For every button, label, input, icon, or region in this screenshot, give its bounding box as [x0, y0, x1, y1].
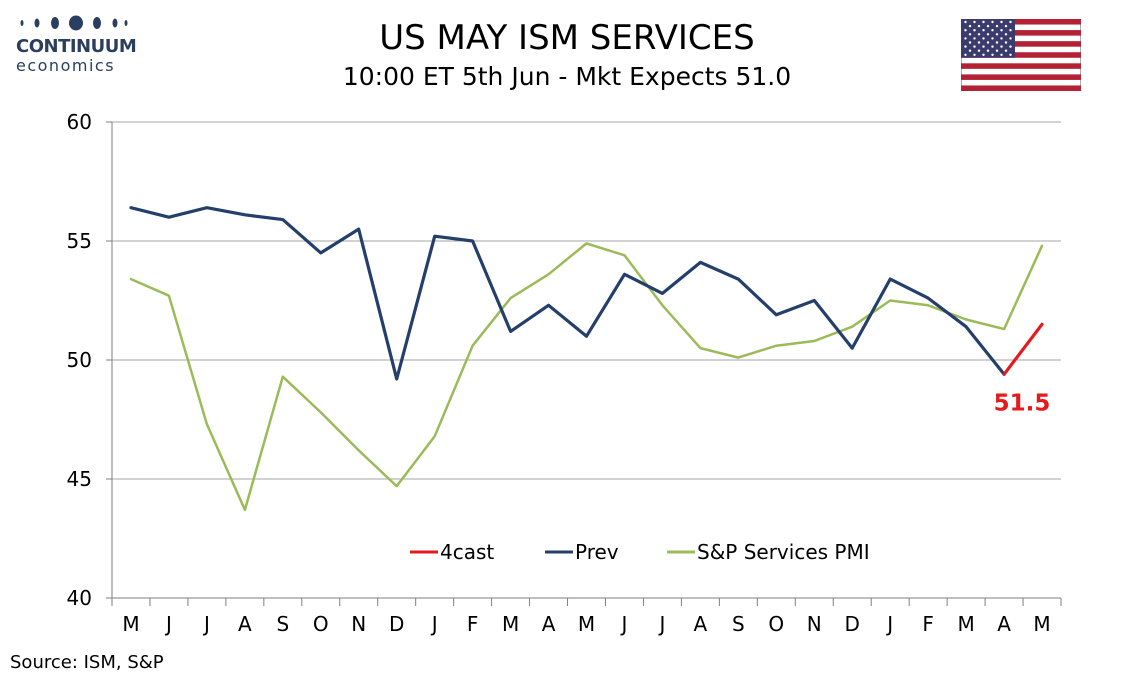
x-tick-label: J: [620, 612, 628, 636]
x-tick-label: S: [276, 612, 289, 636]
legend-label-forecast: 4cast: [440, 540, 494, 564]
x-tick-label: D: [389, 612, 404, 636]
x-tick-label: O: [768, 612, 784, 636]
data-label-forecast: 51.5: [994, 390, 1051, 416]
x-tick-label: J: [657, 612, 665, 636]
logo-tagline: economics: [16, 56, 116, 75]
logo-dots-icon: [20, 15, 128, 31]
source-note: Source: ISM, S&P: [10, 652, 164, 673]
x-tick-label: A: [542, 612, 556, 636]
chart-subtitle: 10:00 ET 5th Jun - Mkt Expects 51.0: [342, 62, 792, 91]
x-tick-label: A: [694, 612, 708, 636]
x-tick-label: O: [313, 612, 329, 636]
series-line-pmi: [129, 242, 1044, 512]
x-tick-label: F: [467, 612, 479, 636]
logo-wordmark: CONTINUUM: [16, 36, 137, 57]
x-tick-label: S: [732, 612, 745, 636]
legend-label-prev: Prev: [575, 540, 619, 564]
x-tick-label: A: [238, 612, 252, 636]
x-tick-label: N: [351, 612, 366, 636]
x-tick-label: J: [164, 612, 172, 636]
x-tick-label: M: [1033, 612, 1050, 636]
us-flag-icon: [961, 19, 1081, 91]
x-tick-label: J: [202, 612, 210, 636]
x-tick-label: M: [578, 612, 595, 636]
x-tick-label: M: [502, 612, 519, 636]
y-tick-label: 60: [67, 110, 92, 134]
legend-label-pmi: S&P Services PMI: [697, 540, 870, 564]
series-line-prev: [129, 206, 1006, 381]
x-tick-label: M: [122, 612, 139, 636]
x-tick-label: N: [807, 612, 822, 636]
chart-title: US MAY ISM SERVICES: [379, 18, 755, 58]
y-tick-label: 40: [67, 586, 92, 610]
x-tick-label: A: [997, 612, 1011, 636]
x-tick-label: F: [922, 612, 934, 636]
y-tick-label: 45: [67, 467, 92, 491]
x-tick-label: M: [957, 612, 974, 636]
y-tick-label: 55: [67, 229, 92, 253]
continuum-logo: CONTINUUM economics: [12, 14, 137, 76]
y-tick-label: 50: [67, 348, 92, 372]
x-tick-label: J: [430, 612, 438, 636]
series-line-forecast: [1002, 322, 1044, 376]
x-tick-label: D: [845, 612, 860, 636]
x-tick-label: J: [885, 612, 893, 636]
